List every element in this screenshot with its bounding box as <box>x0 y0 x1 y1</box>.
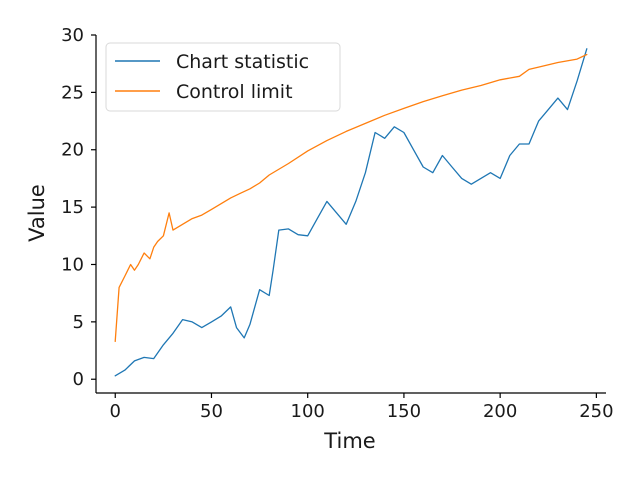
x-tick-label: 0 <box>110 401 121 422</box>
legend-label-control-limit: Control limit <box>176 81 293 103</box>
series-layer <box>114 48 588 377</box>
x-tick-label: 250 <box>579 401 613 422</box>
y-axis-label: Value <box>25 184 49 242</box>
plot-area: 0 50 100 150 200 250 0 5 10 15 20 25 30 <box>61 25 613 422</box>
x-axis-label: Time <box>323 429 375 453</box>
y-tick-label: 10 <box>61 254 84 275</box>
y-tick-label: 25 <box>61 82 84 103</box>
y-tick-label: 30 <box>61 25 84 46</box>
series-line-control-limit <box>114 53 588 343</box>
y-tick-label: 20 <box>61 140 84 161</box>
legend-label-chart-statistic: Chart statistic <box>176 51 309 73</box>
legend: Chart statistic Control limit <box>105 42 341 112</box>
y-tick-label: 0 <box>73 369 84 390</box>
x-tick-label: 100 <box>291 401 325 422</box>
y-axis-ticks: 0 5 10 15 20 25 30 <box>61 25 96 390</box>
x-tick-label: 200 <box>483 401 517 422</box>
x-tick-label: 50 <box>200 401 223 422</box>
y-tick-label: 15 <box>61 197 84 218</box>
x-axis-ticks: 0 50 100 150 200 250 <box>110 393 614 422</box>
series-line-chart-statistic <box>114 48 588 377</box>
legend-box <box>105 42 341 112</box>
x-tick-label: 150 <box>387 401 421 422</box>
y-tick-label: 5 <box>73 312 84 333</box>
